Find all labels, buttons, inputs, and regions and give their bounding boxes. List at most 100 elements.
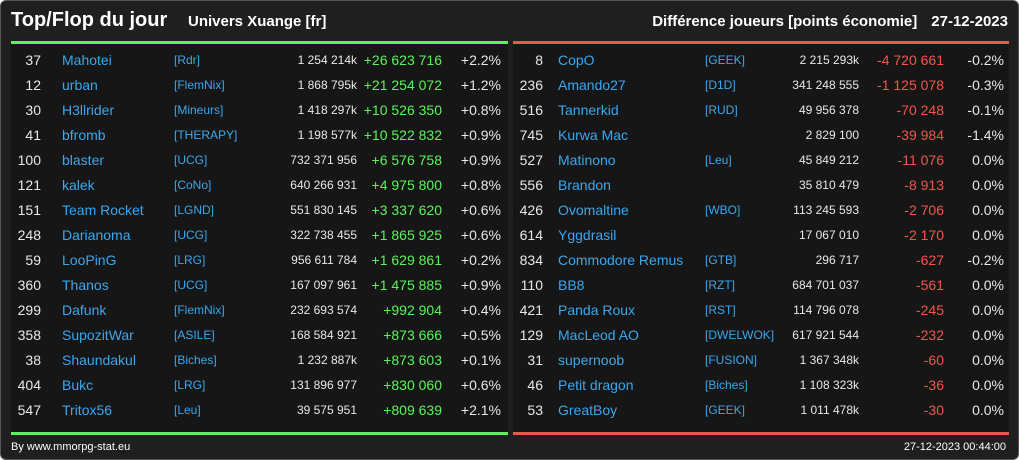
player-name-link[interactable]: MacLeod AO [558, 327, 639, 343]
guild-tag-link[interactable]: [UCG] [174, 278, 208, 292]
score-difference: +10 526 350 [363, 102, 442, 118]
guild-tag-link[interactable]: [WBO] [705, 203, 741, 217]
guild-tag-link[interactable]: [FlemNix] [174, 303, 225, 317]
player-rank: 745 [519, 127, 543, 143]
score-difference: -8 913 [904, 177, 944, 193]
player-name-link[interactable]: Amando27 [558, 77, 626, 93]
percent-change: -0.3% [967, 77, 1004, 93]
percent-change: +0.2% [460, 252, 501, 268]
player-rank: 129 [519, 327, 543, 343]
guild-tag-link[interactable]: [GTB] [705, 253, 737, 267]
player-name-link[interactable]: Team Rocket [62, 202, 144, 218]
player-name-link[interactable]: Ovomaltine [558, 202, 629, 218]
page-title: Top/Flop du jour [11, 9, 168, 31]
player-name-link[interactable]: Shaundakul [62, 352, 136, 368]
percent-change: 0.0% [972, 227, 1004, 243]
guild-tag-link[interactable]: [UCG] [174, 153, 208, 167]
flop-row: 556 Brandon 35 810 479 -8 913 0.0% [513, 173, 1009, 198]
player-rank: 30 [25, 102, 41, 118]
guild-tag-link[interactable]: [RUD] [705, 103, 738, 117]
guild-tag-link[interactable]: [FUSION] [705, 353, 758, 367]
score-difference: -36 [923, 377, 944, 393]
player-name-link[interactable]: BB8 [558, 277, 585, 293]
guild-tag-link[interactable]: [THERAPY] [174, 128, 238, 142]
top-row: 100 blaster [UCG] 732 371 956 +6 576 758 +0.9… [11, 148, 508, 173]
player-name-link[interactable]: H3llrider [62, 102, 115, 118]
flop-row: 516 Tannerkid [RUD] 49 956 378 -70 248 -0.1% [513, 98, 1009, 123]
top-row: 358 SupozitWar [ASILE] 168 584 921 +873 666 +… [11, 323, 508, 348]
guild-tag-link[interactable]: [Mineurs] [174, 103, 224, 117]
percent-change: 0.0% [972, 352, 1004, 368]
top-row: 37 Mahotei [Rdr] 1 254 214k +26 623 716 +2.2% [11, 48, 508, 73]
percent-change: +2.2% [460, 52, 501, 68]
player-name-link[interactable]: Brandon [558, 177, 611, 193]
player-name-link[interactable]: kalek [62, 177, 95, 193]
guild-tag-link[interactable]: [LGND] [174, 203, 215, 217]
flop-row: 31 supernoob [FUSION] 1 367 348k -60 0.0% [513, 348, 1009, 373]
guild-tag-link[interactable]: [Biches] [705, 378, 748, 392]
guild-tag-link[interactable]: [LRG] [174, 253, 206, 267]
player-name-link[interactable]: Tritox56 [62, 402, 113, 418]
score-difference: -39 984 [896, 127, 944, 143]
player-score: 2 829 100 [805, 128, 859, 142]
player-name-link[interactable]: Yggdrasil [558, 227, 617, 243]
player-name-link[interactable]: Kurwa Mac [558, 127, 629, 143]
player-name-link[interactable]: GreatBoy [558, 402, 618, 418]
report-date: 27-12-2023 [931, 13, 1008, 30]
player-rank: 556 [519, 177, 543, 193]
guild-tag-link[interactable]: [CoNo] [174, 178, 212, 192]
percent-change: +0.8% [460, 177, 501, 193]
guild-tag-link[interactable]: [Leu] [705, 153, 732, 167]
score-difference: +873 603 [383, 352, 442, 368]
flop-row: 46 Petit dragon [Biches] 1 108 323k -36 0.0% [513, 373, 1009, 398]
player-rank: 358 [17, 327, 41, 343]
player-name-link[interactable]: Commodore Remus [558, 252, 684, 268]
player-name-link[interactable]: supernoob [558, 352, 625, 368]
guild-tag-link[interactable]: [FlemNix] [174, 78, 225, 92]
player-name-link[interactable]: Tannerkid [558, 102, 619, 118]
player-name-link[interactable]: Matinono [558, 152, 616, 168]
player-score: 131 896 977 [290, 378, 357, 392]
player-name-link[interactable]: Bukc [62, 377, 94, 393]
guild-tag-link[interactable]: [UCG] [174, 228, 208, 242]
player-name-link[interactable]: Darianoma [62, 227, 131, 243]
guild-tag-link[interactable]: [RZT] [705, 278, 735, 292]
player-rank: 31 [527, 352, 543, 368]
player-name-link[interactable]: urban [62, 77, 98, 93]
player-name-link[interactable]: Panda Roux [558, 302, 636, 318]
player-name-link[interactable]: Petit dragon [558, 377, 634, 393]
percent-change: 0.0% [972, 402, 1004, 418]
player-name-link[interactable]: CopO [558, 52, 595, 68]
player-name-link[interactable]: SupozitWar [62, 327, 134, 343]
player-name-link[interactable]: blaster [62, 152, 105, 168]
player-name-link[interactable]: bfromb [62, 127, 106, 143]
guild-tag-link[interactable]: [LRG] [174, 378, 206, 392]
flop-row: 129 MacLeod AO [DWELWOK] 617 921 544 -232 0.0… [513, 323, 1009, 348]
player-rank: 53 [527, 402, 543, 418]
score-difference: +1 475 885 [371, 277, 442, 293]
player-name-link[interactable]: Mahotei [62, 52, 112, 68]
player-score: 17 067 010 [798, 228, 859, 242]
guild-tag-link[interactable]: [Biches] [174, 353, 217, 367]
player-score: 113 245 593 [793, 203, 859, 217]
metric-label: Différence joueurs [points économie] [652, 13, 918, 30]
guild-tag-link[interactable]: [Leu] [174, 403, 201, 417]
score-difference: +3 337 620 [371, 202, 442, 218]
guild-tag-link[interactable]: [ASILE] [174, 328, 215, 342]
guild-tag-link[interactable]: [DWELWOK] [705, 328, 775, 342]
player-rank: 236 [519, 77, 543, 93]
guild-tag-link[interactable]: [D1D] [705, 78, 736, 92]
guild-tag-link[interactable]: [GEEK] [705, 403, 746, 417]
score-difference: +1 629 861 [371, 252, 442, 268]
percent-change: +0.5% [460, 327, 501, 343]
player-name-link[interactable]: Thanos [62, 277, 109, 293]
player-score: 684 701 037 [792, 278, 859, 292]
player-name-link[interactable]: LooPinG [62, 252, 117, 268]
guild-tag-link[interactable]: [RST] [705, 303, 736, 317]
flop-row: 236 Amando27 [D1D] 341 248 555 -1 125 078 -0.… [513, 73, 1009, 98]
top-row: 547 Tritox56 [Leu] 39 575 951 +809 639 +2.1% [11, 398, 508, 423]
guild-tag-link[interactable]: [Rdr] [174, 53, 201, 67]
guild-tag-link[interactable]: [GEEK] [705, 53, 746, 67]
top-gainers-panel: 37 Mahotei [Rdr] 1 254 214k +26 623 716 +2.2%… [11, 41, 508, 435]
player-name-link[interactable]: Dafunk [62, 302, 107, 318]
